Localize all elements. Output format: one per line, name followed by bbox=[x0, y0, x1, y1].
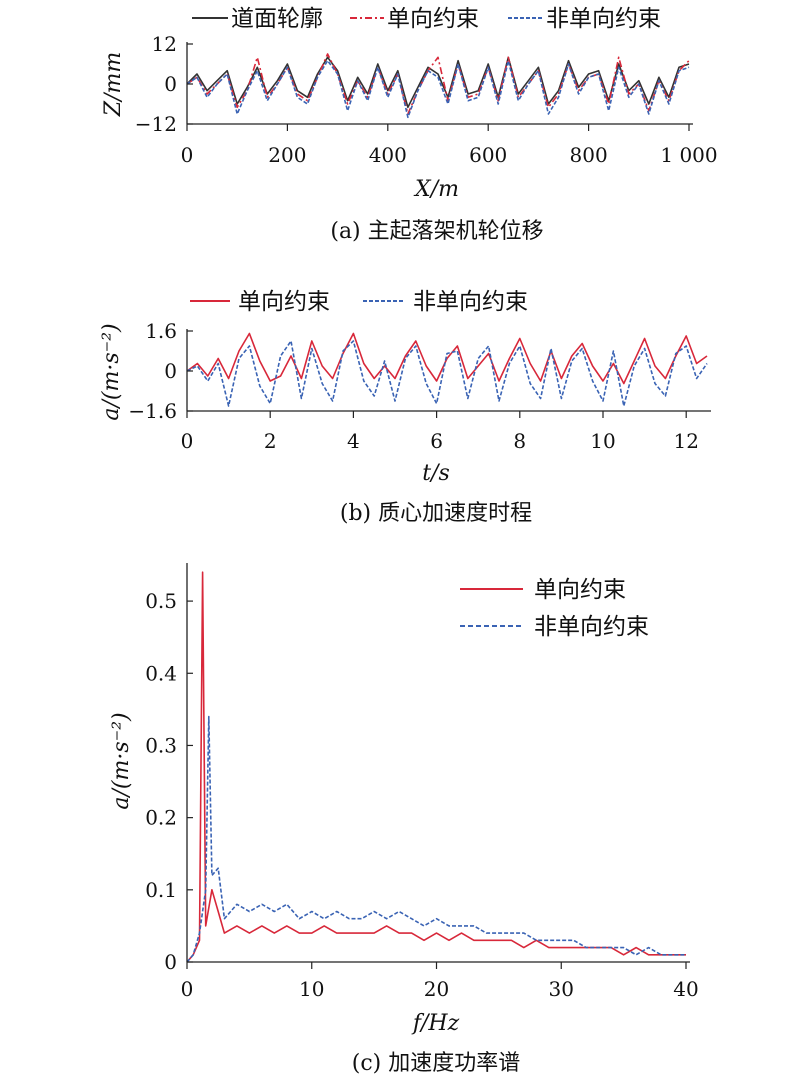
legend-a: 道面轮廓 单向约束 非单向约束 bbox=[192, 6, 661, 32]
legend-c-label-one-way: 单向约束 bbox=[534, 577, 626, 603]
legend-a-label-profile: 道面轮廓 bbox=[231, 6, 323, 32]
y-tick-label-c-4: 0.4 bbox=[145, 661, 177, 685]
legend-b-label-one-way: 单向约束 bbox=[238, 289, 330, 315]
legend-c-label-two-way: 非单向约束 bbox=[534, 614, 649, 640]
caption-a: (a) 主起落架机轮位移 bbox=[330, 219, 543, 244]
series-c-0 bbox=[186, 571, 686, 963]
panel-a: 道面轮廓 单向约束 非单向约束 Z/mm X/m (a) 主起落架机轮位移 0 2… bbox=[101, 6, 718, 244]
series-a-1 bbox=[186, 53, 690, 115]
y-tick-label-c-5: 0.5 bbox=[145, 589, 177, 613]
axis-a-ylabel: Z/mm bbox=[101, 52, 126, 117]
axis-a-xlabel: X/m bbox=[413, 177, 459, 202]
series-b-0 bbox=[186, 332, 708, 385]
x-tick-label-c-2: 20 bbox=[424, 977, 449, 1001]
x-tick-label-a-1: 200 bbox=[268, 143, 306, 167]
y-tick-label-a-0: 12 bbox=[152, 32, 177, 56]
axis-b-xlabel: t/s bbox=[422, 461, 450, 486]
x-tick-label-b-3: 6 bbox=[430, 429, 443, 453]
x-tick-label-c-4: 40 bbox=[673, 977, 698, 1001]
series-c-1 bbox=[186, 715, 686, 963]
x-tick-label-a-2: 400 bbox=[369, 143, 407, 167]
series-a-0 bbox=[186, 56, 690, 109]
y-tick-label-c-3: 0.3 bbox=[145, 733, 177, 757]
x-tick-label-b-2: 4 bbox=[347, 429, 360, 453]
y-tick-label-b-1: 0 bbox=[164, 359, 177, 383]
x-tick-label-c-0: 0 bbox=[181, 977, 194, 1001]
x-tick-label-a-0: 0 bbox=[181, 143, 194, 167]
legend-c: 单向约束 非单向约束 bbox=[460, 577, 649, 640]
axis-c-ylabel: a/(m·s⁻²) bbox=[109, 712, 134, 809]
x-tick-label-a-5: 1 000 bbox=[660, 143, 717, 167]
axis-b-ylabel: a/(m·s⁻²) bbox=[99, 323, 124, 420]
series-a-2 bbox=[186, 59, 690, 119]
y-tick-label-c-0: 0 bbox=[164, 950, 177, 974]
y-tick-label-b-2: −1.6 bbox=[128, 399, 177, 423]
legend-b-label-two-way: 非单向约束 bbox=[413, 289, 528, 315]
x-tick-label-b-6: 12 bbox=[673, 429, 698, 453]
x-tick-label-c-3: 30 bbox=[549, 977, 574, 1001]
y-tick-label-a-1: 0 bbox=[164, 72, 177, 96]
panel-c: 单向约束 非单向约束 a/(m·s⁻²) f/Hz (c) 加速度功率谱 0 10… bbox=[109, 563, 699, 1076]
x-tick-label-b-4: 8 bbox=[513, 429, 526, 453]
x-tick-label-b-1: 2 bbox=[264, 429, 277, 453]
caption-c: (c) 加速度功率谱 bbox=[352, 1051, 520, 1076]
axis-c-xlabel: f/Hz bbox=[411, 1011, 460, 1036]
panel-b: 单向约束 非单向约束 a/(m·s⁻²) t/s (b) 质心加速度时程 0 2 4… bbox=[99, 289, 711, 526]
caption-b: (b) 质心加速度时程 bbox=[340, 501, 532, 526]
legend-a-label-two-way: 非单向约束 bbox=[546, 6, 661, 32]
legend-a-label-one-way: 单向约束 bbox=[387, 6, 479, 32]
x-tick-label-a-4: 800 bbox=[570, 143, 608, 167]
x-tick-label-c-1: 10 bbox=[299, 977, 324, 1001]
x-tick-label-b-5: 10 bbox=[590, 429, 615, 453]
legend-b: 单向约束 非单向约束 bbox=[190, 289, 528, 315]
y-tick-label-b-0: 1.6 bbox=[145, 319, 177, 343]
y-tick-label-c-1: 0.1 bbox=[145, 878, 177, 902]
y-tick-label-a-2: −12 bbox=[135, 112, 177, 136]
x-tick-label-b-0: 0 bbox=[181, 429, 194, 453]
x-tick-label-a-3: 600 bbox=[469, 143, 507, 167]
series-b-1 bbox=[186, 340, 708, 407]
y-tick-label-c-2: 0.2 bbox=[145, 806, 177, 830]
